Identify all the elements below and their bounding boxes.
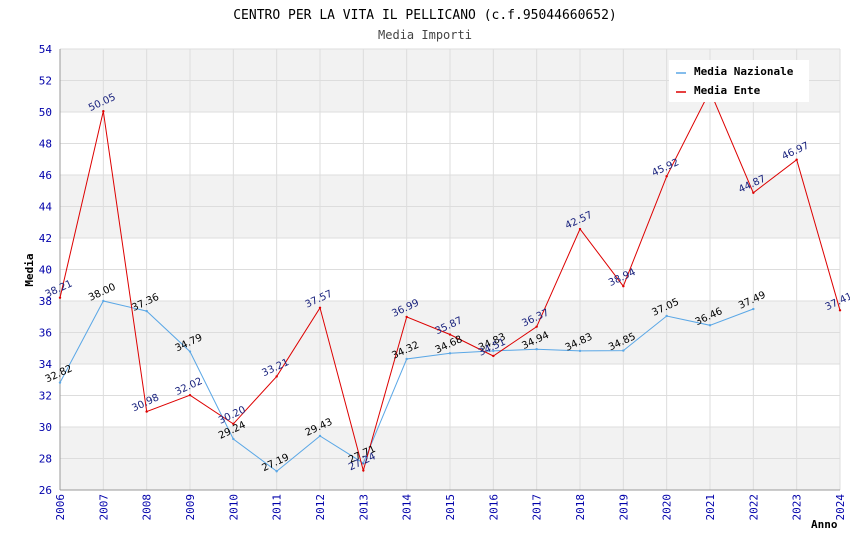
x-axis-label: Anno (811, 518, 838, 531)
x-tick-label: 2022 (747, 494, 760, 521)
x-tick-label: 2015 (444, 494, 457, 521)
x-tick-label: 2021 (704, 494, 717, 521)
data-point-media-nazionale (145, 309, 148, 313)
data-point-media-nazionale (665, 314, 668, 318)
data-point-media-ente (405, 315, 408, 319)
x-tick-label: 2010 (227, 494, 240, 521)
data-point-media-nazionale (448, 352, 452, 355)
legend-label-media-ente: Media Ente (694, 84, 761, 97)
data-point-media-ente (665, 175, 668, 178)
x-tick-label: 2018 (574, 494, 587, 521)
data-point-media-ente (362, 469, 365, 472)
legend-label-media-nazionale: Media Nazionale (694, 65, 794, 78)
data-point-media-ente (795, 158, 798, 161)
x-tick-label: 2007 (97, 494, 110, 521)
data-point-media-ente (318, 306, 322, 309)
data-point-media-nazionale (752, 307, 755, 311)
y-tick-label: 44 (39, 201, 53, 214)
y-tick-label: 46 (39, 169, 52, 182)
data-point-media-nazionale (102, 299, 105, 303)
data-point-media-nazionale (492, 349, 495, 353)
y-tick-label: 40 (39, 264, 52, 277)
y-tick-label: 50 (39, 106, 52, 119)
data-point-media-nazionale (578, 349, 582, 353)
data-point-media-ente (102, 110, 105, 113)
y-axis-label: Media (23, 253, 36, 286)
data-point-media-nazionale (232, 437, 235, 441)
chart-subtitle: Media Importi (378, 28, 472, 42)
x-tick-label: 2008 (141, 494, 154, 521)
y-tick-label: 30 (39, 421, 52, 434)
data-label-media-nazionale: 38.00 (87, 282, 118, 304)
x-tick-label: 2020 (661, 494, 674, 521)
x-tick-label: 2006 (54, 494, 67, 521)
y-tick-label: 38 (39, 295, 52, 308)
data-point-media-nazionale (535, 347, 538, 351)
grid-lines (59, 48, 841, 491)
x-tick-label: 2017 (531, 494, 544, 521)
data-point-media-ente (188, 393, 192, 397)
y-tick-label: 36 (39, 327, 52, 340)
data-point-media-ente (622, 284, 625, 288)
y-tick-label: 32 (39, 390, 52, 403)
data-point-media-nazionale (58, 381, 62, 384)
x-tick-label: 2009 (184, 494, 197, 521)
data-point-media-ente (492, 354, 495, 358)
x-tick-label: 2023 (791, 494, 804, 521)
x-axis-ticks: 2006 2007 2008 2009 2010 2011 2012 2013 2014 2015… (54, 494, 847, 521)
y-tick-label: 26 (39, 484, 52, 497)
data-point-media-ente (145, 410, 148, 413)
data-point-media-nazionale (405, 357, 408, 361)
data-point-media-ente (232, 422, 235, 426)
x-tick-label: 2011 (271, 494, 284, 521)
data-point-media-ente (578, 227, 582, 231)
data-point-media-nazionale (188, 350, 192, 353)
data-point-media-nazionale (318, 434, 322, 438)
data-point-media-ente (535, 325, 538, 328)
legend: Media Nazionale Media Ente (669, 60, 809, 102)
y-tick-label: 28 (39, 453, 52, 466)
y-tick-label: 48 (39, 138, 52, 151)
x-tick-label: 2013 (357, 494, 370, 521)
legend-box (669, 60, 809, 102)
x-tick-label: 2024 (834, 494, 847, 521)
y-tick-label: 52 (39, 75, 52, 88)
y-axis-ticks: 26 28 30 32 34 36 38 40 42 44 46 48 50 52 54 (39, 43, 53, 497)
y-tick-label: 54 (39, 43, 53, 56)
data-point-media-nazionale (708, 324, 712, 327)
data-point-media-ente (448, 333, 452, 336)
data-point-media-ente (752, 191, 755, 194)
data-point-media-nazionale (622, 349, 625, 352)
x-tick-label: 2012 (314, 494, 327, 521)
x-tick-label: 2014 (401, 494, 414, 521)
data-point-media-ente (275, 375, 278, 378)
y-tick-label: 42 (39, 232, 52, 245)
x-tick-label: 2016 (487, 494, 500, 521)
chart-title: CENTRO PER LA VITA IL PELLICANO (c.f.950… (233, 8, 617, 23)
data-point-media-ente (58, 296, 62, 299)
y-tick-label: 34 (39, 358, 53, 371)
data-point-media-nazionale (362, 461, 365, 465)
data-point-media-ente (838, 309, 842, 312)
x-tick-label: 2019 (617, 494, 630, 521)
data-point-media-nazionale (275, 470, 278, 473)
